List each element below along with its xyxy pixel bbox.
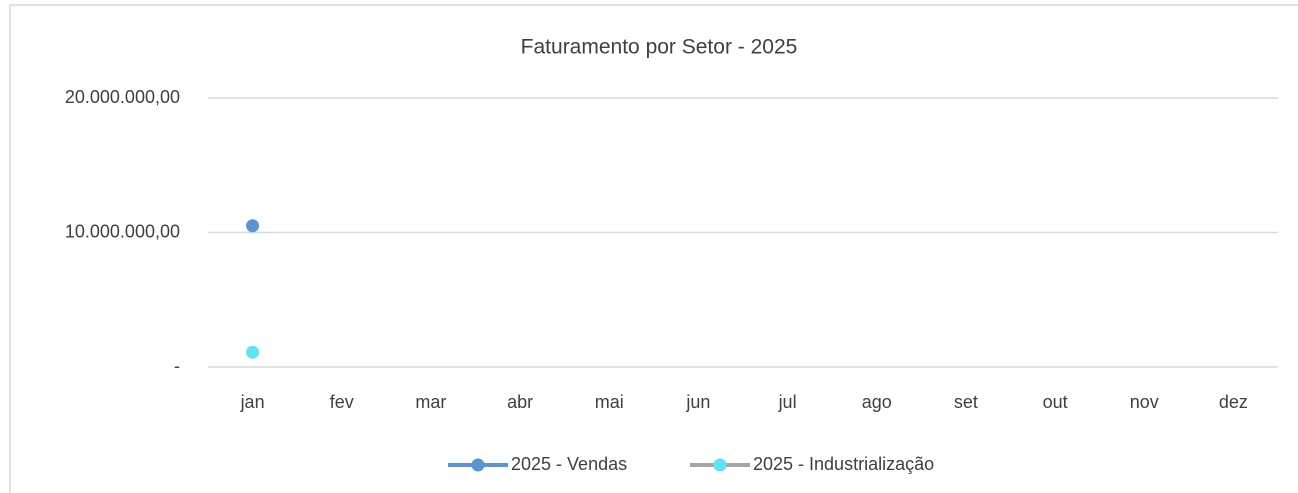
x-tick-label: mar (415, 392, 446, 412)
y-tick-label: - (174, 356, 180, 376)
x-tick-label: mai (595, 392, 624, 412)
y-tick-label: 10.000.000,00 (65, 221, 180, 241)
chart-title: Faturamento por Setor - 2025 (521, 36, 798, 59)
data-point (246, 219, 260, 233)
x-tick-label: jan (240, 392, 265, 412)
x-tick-label: set (954, 392, 978, 412)
x-tick-label: nov (1130, 392, 1159, 412)
legend-marker (713, 458, 727, 472)
chart-border (9, 4, 1298, 493)
x-tick-label: fev (330, 392, 354, 412)
y-tick-label: 20.000.000,00 (65, 87, 180, 107)
legend-label: 2025 - Vendas (511, 454, 627, 474)
legend-marker (471, 458, 485, 472)
x-tick-label: jul (778, 392, 797, 412)
x-tick-label: ago (862, 392, 892, 412)
x-tick-label: dez (1219, 392, 1248, 412)
x-tick-label: out (1043, 392, 1068, 412)
legend-label: 2025 - Industrialização (753, 454, 934, 474)
x-tick-label: abr (507, 392, 533, 412)
data-point (246, 345, 260, 359)
x-tick-label: jun (685, 392, 710, 412)
